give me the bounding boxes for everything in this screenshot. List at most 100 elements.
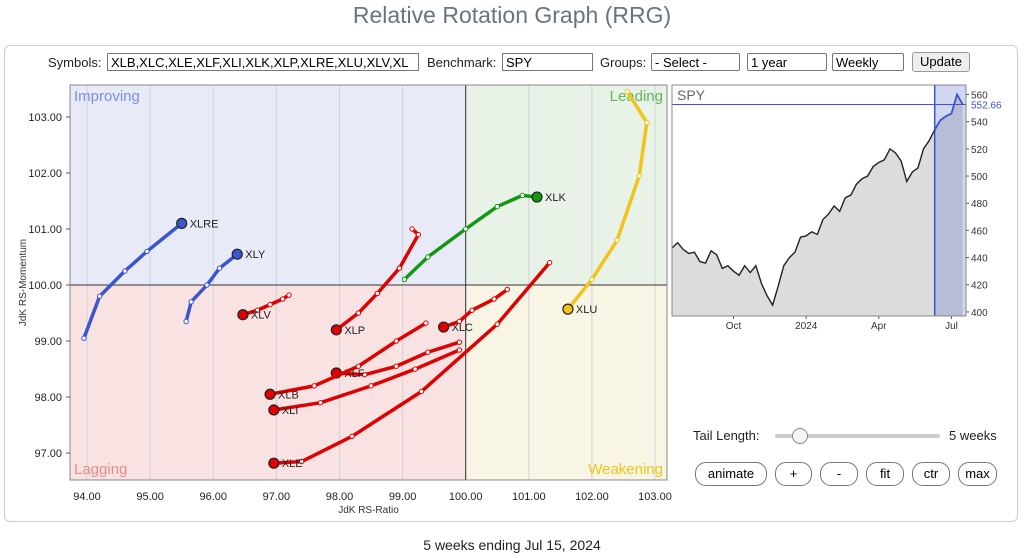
page-title: Relative Rotation Graph (RRG) [352,2,672,28]
head-marker [231,248,243,260]
tail-point [355,310,362,316]
x-tick-label: 97.00 [263,491,291,503]
x-tick-label: 102.00 [575,491,609,503]
benchmark-input[interactable]: SPY [502,53,593,71]
last-value-label: 552.66 [971,100,1002,111]
update-button[interactable]: Update [912,52,970,72]
symbols-label: Symbols: [48,55,102,70]
tail-point [494,321,500,327]
quadrant-bg [70,285,466,480]
y-tick-label: 520 [971,145,988,156]
head-marker [268,404,280,416]
tail-point [81,335,87,341]
price-line-highlight [933,92,964,131]
tail-point [396,265,403,271]
slider-knob[interactable] [792,428,808,444]
tail-label: Tail Length: [693,428,760,443]
head-marker [264,388,276,400]
price-line [671,92,964,307]
tail-point [188,299,194,305]
series-label: XLY [245,249,266,261]
tail-point [491,296,497,302]
head-marker [437,321,450,333]
y-tick-label: 540 [971,118,988,129]
head-marker [176,217,188,229]
y-tick-label: 101.00 [28,224,62,236]
plot-frame [671,84,967,317]
series-label: XLC [452,322,473,334]
tail-point [425,254,431,260]
tail-point [183,318,189,325]
tail-point [456,339,463,345]
x-tick-label: 98.00 [326,491,354,503]
series-label: XLK [545,192,566,204]
tail-point [412,366,418,372]
y-tick-label: 102.00 [28,168,62,180]
x-tick-label: 95.00 [136,491,164,503]
symbols-input[interactable]: XLB,XLC,XLE,XLF,XLI,XLK,XLP,XLRE,XLU,XLV… [107,53,419,71]
y-tick-label: 480 [971,199,988,210]
x-tick-label: 99.00 [389,491,417,503]
tail-point [418,388,425,395]
tail-point [624,89,630,95]
center-button[interactable]: ctr [912,462,950,486]
x-tick-label: 101.00 [512,491,546,503]
tail-slider[interactable] [775,434,940,438]
panel [4,45,1018,522]
series-label: XLU [576,304,597,316]
tail-point [494,203,500,210]
tail-point [362,371,368,378]
tail-point [504,286,511,293]
series-label: XLB [278,389,299,401]
quadrant-label: Lagging [74,461,127,478]
x-axis-label: JdK RS-Ratio [338,505,399,516]
head-marker [531,191,543,203]
tail-point [393,363,399,369]
animate-button[interactable]: animate [695,462,767,486]
tail-point [298,458,305,465]
tail-point [425,349,431,355]
chart-title: SPY [677,87,706,103]
tail-point [644,119,650,126]
frequency-select[interactable]: Weekly [832,53,904,71]
plot-frame [69,84,668,481]
x-tick-label: Oct [726,321,742,332]
zoom-in-button[interactable]: + [775,462,812,486]
tail-point [144,248,150,255]
head-marker [268,457,280,469]
tail-point [122,268,128,274]
quadrant-label: Leading [610,88,663,105]
tail-point [415,231,422,238]
tail-point [349,433,355,439]
charts: 94.00 95.00 96.00 97.00 98.00 99.00 100.00 101.… [18,84,1002,516]
quadrant-bg [70,85,466,286]
x-tick-label: 103.00 [638,491,672,503]
x-tick-label: Apr [871,321,887,332]
groups-select[interactable]: - Select - [651,53,740,71]
x-tick-label: 100.00 [449,491,483,503]
head-marker [330,324,342,336]
y-tick-label: 460 [971,226,988,237]
y-tick-label: 440 [971,254,988,265]
period-select[interactable]: 1 year [747,53,827,71]
tail-line [566,89,649,311]
tail-point [317,399,324,406]
tail-point [636,173,642,179]
zoom-out-button[interactable]: - [820,462,858,486]
fit-button[interactable]: fit [866,462,904,486]
tail-point [279,296,286,302]
tail-point [456,318,463,325]
benchmark-label: Benchmark: [427,55,497,70]
y-tick-label: 500 [971,172,988,183]
quadrant-label: Improving [74,88,140,105]
max-button[interactable]: max [958,462,997,486]
tail-point [409,226,415,232]
tail-point [286,292,292,298]
series-label: XLP [344,325,365,337]
quadrant-bg [465,285,667,480]
y-tick-label: 98.00 [34,392,62,404]
highlight-region [934,85,966,316]
tail-point [311,383,317,389]
tail-point [96,293,103,299]
